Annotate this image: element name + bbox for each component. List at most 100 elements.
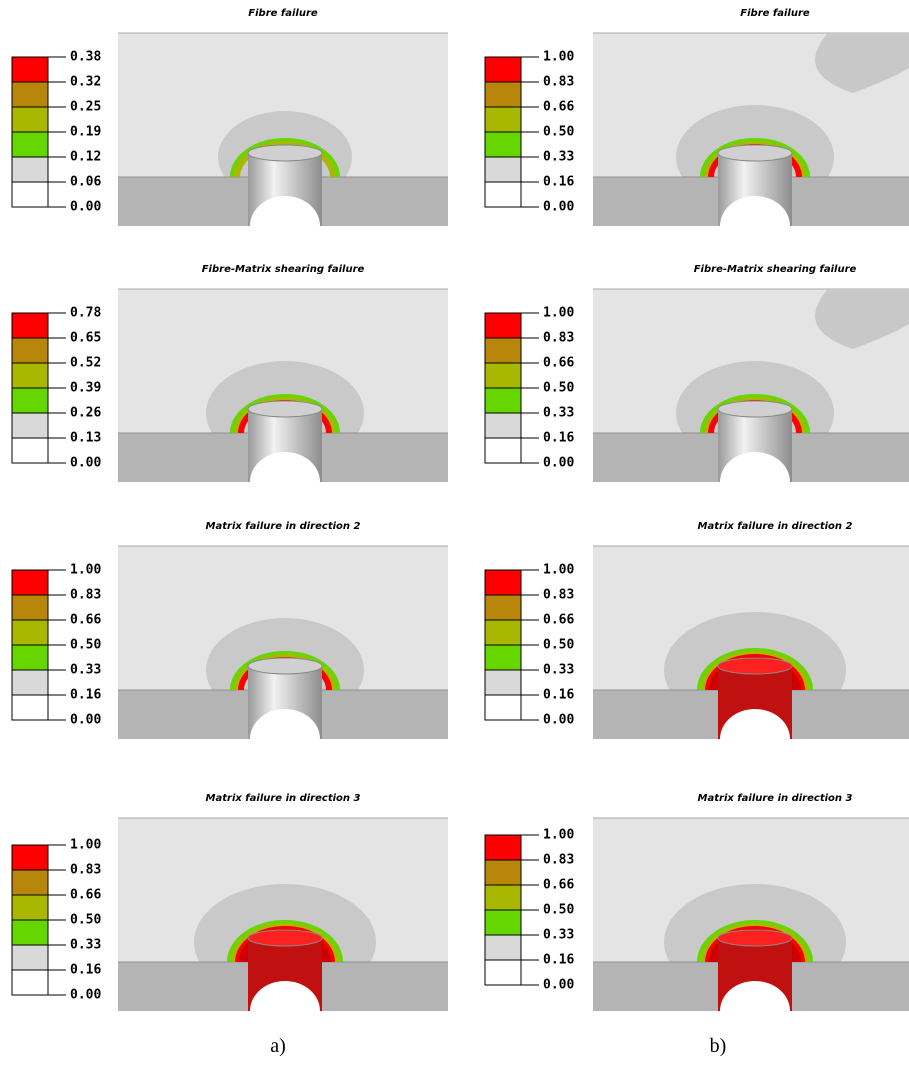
cylinder-top (718, 145, 792, 161)
legend-label: 0.00 (70, 456, 101, 471)
legend-label: 0.83 (543, 588, 574, 603)
legend-label: 0.00 (70, 988, 101, 1003)
legend-swatch (12, 438, 48, 463)
legend-swatch (485, 82, 521, 107)
legend-swatch (485, 313, 521, 338)
legend-label: 1.00 (543, 563, 574, 578)
legend-swatch (485, 363, 521, 388)
legend-label: 0.83 (543, 853, 574, 868)
cylinder-top (248, 145, 322, 161)
legend-label: 0.33 (543, 150, 574, 165)
legend-swatch (485, 413, 521, 438)
legend-label: 0.66 (543, 613, 574, 628)
legend-swatch (12, 595, 48, 620)
legend-swatch (485, 595, 521, 620)
cylinder-top (718, 401, 792, 417)
legend-label: 0.50 (543, 903, 574, 918)
legend-swatch (485, 107, 521, 132)
legend-label: 1.00 (543, 306, 574, 321)
legend-label: 0.83 (70, 863, 101, 878)
legend-label: 0.33 (543, 406, 574, 421)
panel-title: Fibre-Matrix shearing failure (202, 264, 365, 275)
legend-swatch (12, 620, 48, 645)
legend-swatch (12, 182, 48, 207)
legend-swatch (485, 570, 521, 595)
legend-swatch (485, 57, 521, 82)
legend-label: 0.00 (543, 456, 574, 471)
legend-label: 0.39 (70, 381, 101, 396)
legend-swatch (12, 338, 48, 363)
legend-label: 0.65 (70, 331, 101, 346)
legend-label: 0.13 (70, 431, 101, 446)
legend-label: 0.33 (543, 663, 574, 678)
legend-label: 0.32 (70, 75, 101, 90)
legend-label: 0.16 (70, 688, 101, 703)
legend-label: 0.52 (70, 356, 101, 371)
legend-swatch (12, 413, 48, 438)
legend-label: 0.00 (543, 713, 574, 728)
legend-label: 0.66 (70, 888, 101, 903)
legend-swatch (485, 670, 521, 695)
legend-label: 1.00 (70, 563, 101, 578)
legend-label: 0.00 (543, 978, 574, 993)
legend-swatch (485, 182, 521, 207)
legend-swatch (12, 107, 48, 132)
legend-label: 0.66 (70, 613, 101, 628)
panel-title: Matrix failure in direction 3 (206, 793, 361, 804)
legend-label: 0.33 (70, 938, 101, 953)
cylinder-top (718, 658, 792, 674)
panel-title: Matrix failure in direction 3 (698, 793, 853, 804)
legend-swatch (485, 860, 521, 885)
cylinder-top (248, 401, 322, 417)
caption: b) (710, 1035, 727, 1057)
legend-swatch (485, 157, 521, 182)
legend-swatch (485, 935, 521, 960)
legend-swatch (485, 620, 521, 645)
legend-label: 0.16 (543, 688, 574, 703)
caption: a) (270, 1035, 286, 1057)
legend-label: 0.83 (543, 331, 574, 346)
legend-swatch (485, 645, 521, 670)
legend-swatch (12, 570, 48, 595)
legend-swatch (485, 695, 521, 720)
legend-label: 0.16 (70, 963, 101, 978)
legend-swatch (12, 945, 48, 970)
cylinder-top (718, 930, 792, 946)
legend-swatch (485, 960, 521, 985)
legend-swatch (485, 388, 521, 413)
legend-label: 0.00 (70, 200, 101, 215)
legend-label: 0.19 (70, 125, 101, 140)
legend-label: 0.06 (70, 175, 101, 190)
legend-label: 0.50 (543, 381, 574, 396)
legend-label: 0.50 (70, 638, 101, 653)
legend-label: 0.33 (543, 928, 574, 943)
legend-label: 0.78 (70, 306, 101, 321)
legend-label: 0.00 (543, 200, 574, 215)
legend-swatch (485, 885, 521, 910)
panel-title: Matrix failure in direction 2 (698, 521, 853, 532)
legend-swatch (12, 970, 48, 995)
legend-swatch (12, 870, 48, 895)
legend-swatch (12, 388, 48, 413)
legend-swatch (12, 313, 48, 338)
legend-label: 1.00 (70, 838, 101, 853)
legend-swatch (12, 157, 48, 182)
panel-title: Matrix failure in direction 2 (206, 521, 361, 532)
legend-swatch (12, 645, 48, 670)
legend-label: 0.66 (543, 356, 574, 371)
legend-label: 0.50 (543, 638, 574, 653)
legend-label: 0.25 (70, 100, 101, 115)
figure: a) b) Fibre failure 0.38 0.32 0.25 0.19 0.12 0… (0, 0, 909, 1084)
legend-label: 0.12 (70, 150, 101, 165)
cylinder-top (248, 930, 322, 946)
legend-label: 1.00 (543, 828, 574, 843)
legend-label: 0.38 (70, 50, 101, 65)
legend-label: 0.26 (70, 406, 101, 421)
legend-label: 0.00 (70, 713, 101, 728)
legend-label: 0.66 (543, 100, 574, 115)
legend-swatch (12, 920, 48, 945)
legend-swatch (12, 895, 48, 920)
legend-swatch (12, 132, 48, 157)
legend-swatch (485, 338, 521, 363)
panel-title: Fibre failure (740, 8, 810, 19)
